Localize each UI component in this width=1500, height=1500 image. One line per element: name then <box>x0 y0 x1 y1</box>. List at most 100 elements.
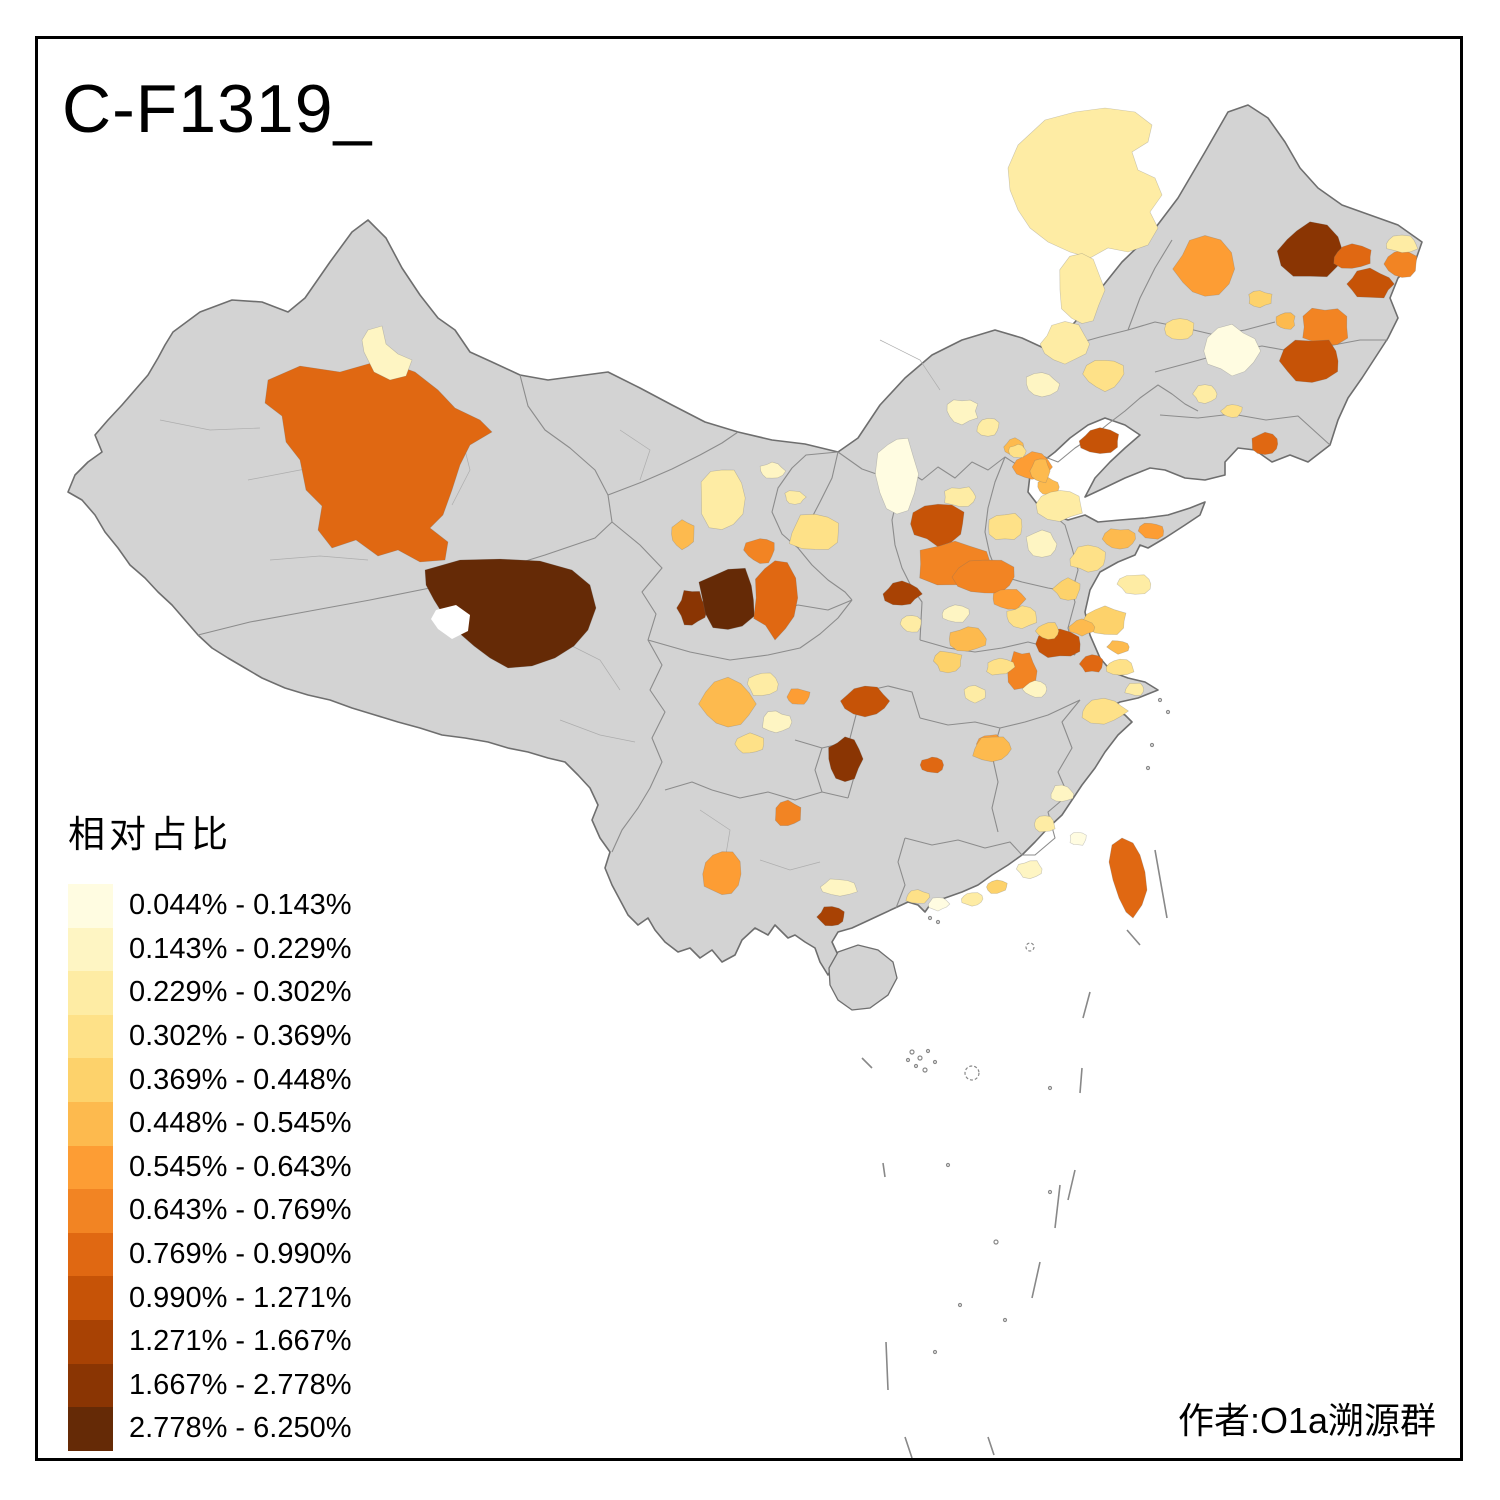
island-atoll <box>1025 942 1035 952</box>
map-region-patch <box>1069 544 1106 573</box>
prefecture-border <box>269 555 369 561</box>
province-border <box>1022 794 1069 856</box>
province-border <box>1159 413 1331 446</box>
legend-swatch <box>68 1014 113 1059</box>
island-speck <box>905 1057 911 1063</box>
map-region-patch <box>1034 815 1056 833</box>
province-border <box>664 781 713 791</box>
legend-range-label: 0.643% - 0.769% <box>129 1194 352 1227</box>
map-region-patch <box>1034 622 1060 640</box>
map-region-patch <box>905 889 931 904</box>
map-region-patch <box>1039 321 1090 365</box>
map-region-patch <box>1251 431 1279 455</box>
map-region-patch <box>1203 323 1262 377</box>
sea-boundary-dash <box>1154 849 1168 919</box>
map-region-patch <box>820 878 858 897</box>
prefecture-border <box>759 859 821 871</box>
island-speck <box>1047 1085 1053 1091</box>
page-title: C-F1319_ <box>62 71 373 147</box>
map-region-patch <box>1078 427 1119 454</box>
map-region-patch <box>1026 372 1061 398</box>
map-region-patch <box>1278 339 1339 383</box>
legend-item: 0.302% - 0.369% <box>68 1014 352 1059</box>
legend-range-label: 0.302% - 0.369% <box>129 1020 352 1053</box>
map-region-patch <box>1059 253 1106 324</box>
sea-boundary-dash <box>861 1057 873 1069</box>
island-speck <box>1157 697 1163 703</box>
map-region-patch <box>1068 618 1096 637</box>
legend-item: 0.643% - 0.769% <box>68 1189 351 1233</box>
map-region-patch <box>1008 443 1027 458</box>
map-region-patch <box>762 710 793 734</box>
map-region-patch <box>1302 307 1349 346</box>
sea-boundary-dash <box>1079 1067 1083 1094</box>
map-region-patch <box>986 657 1016 676</box>
map-region-patch <box>1116 574 1152 595</box>
map-region-patch <box>816 906 845 927</box>
map-region-patch <box>1035 490 1083 522</box>
legend-swatch <box>68 1407 113 1451</box>
legend-item: 0.990% - 1.271% <box>68 1276 351 1320</box>
legend-item: 0.044% - 0.143% <box>68 884 351 928</box>
lake <box>431 605 470 639</box>
region-taiwan <box>1108 837 1148 919</box>
island-atoll <box>964 1065 980 1081</box>
legend-swatch <box>68 1189 113 1233</box>
island-speck <box>1047 1189 1053 1195</box>
prefecture-border <box>699 809 731 861</box>
map-region-patch <box>828 736 864 783</box>
province-border <box>814 747 823 793</box>
map-region-patch <box>1385 234 1419 253</box>
map-region-patch <box>882 580 923 606</box>
sea-boundary-dash <box>904 1436 913 1459</box>
legend-swatch <box>68 927 113 972</box>
prefecture-border <box>619 429 651 481</box>
map-region-patch <box>1164 318 1195 340</box>
map-region-patch <box>961 892 984 907</box>
island-speck <box>1165 709 1171 715</box>
legend-range-label: 0.448% - 0.545% <box>129 1107 352 1140</box>
region-urumqi <box>361 325 413 381</box>
map-region-patch <box>944 486 977 507</box>
map-region-patch <box>700 469 746 530</box>
island-speck <box>917 1055 923 1061</box>
province-border <box>984 456 1006 576</box>
legend-item: 1.667% - 2.778% <box>68 1363 352 1408</box>
map-region-patch <box>1275 312 1296 330</box>
prefecture-border <box>559 719 636 743</box>
island-speck <box>957 1302 963 1308</box>
island-speck <box>1145 765 1151 771</box>
map-region-patch <box>946 399 979 426</box>
legend-swatch <box>68 1232 113 1277</box>
legend-range-label: 1.667% - 2.778% <box>129 1368 352 1401</box>
legend-swatch <box>68 1319 113 1364</box>
legend-item: 0.229% - 0.302% <box>68 971 351 1015</box>
legend-item: 0.143% - 0.229% <box>68 927 351 972</box>
map-region-patch <box>671 519 695 551</box>
legend-range-label: 2.778% - 6.250% <box>129 1412 352 1445</box>
map-region-patch <box>1025 529 1058 558</box>
map-region-patch <box>1015 860 1043 880</box>
map-region-patch <box>976 418 1000 437</box>
legend-swatch <box>68 1145 113 1190</box>
legend-item: 0.448% - 0.545% <box>68 1101 352 1146</box>
map-region-patch <box>1105 658 1135 676</box>
map-region-patch <box>1082 360 1125 392</box>
legend-range-label: 0.545% - 0.643% <box>129 1150 352 1183</box>
island-speck <box>927 915 933 921</box>
map-region-patch <box>949 626 987 652</box>
island-speck <box>932 1059 938 1065</box>
legend: 相对占比 0.044% - 0.143% 0.143% - 0.229% 0.229… <box>68 804 351 1451</box>
map-region-patch <box>702 851 742 895</box>
sea-boundary-dash <box>1067 1169 1076 1201</box>
map-region-patch <box>1069 831 1087 846</box>
sea-boundary-dash <box>987 1436 995 1456</box>
map-region-patch <box>1137 522 1164 540</box>
sea-boundary-dash <box>885 1341 889 1391</box>
legend-item: 2.778% - 6.250% <box>68 1407 351 1451</box>
region-south-xinjiang <box>264 359 493 563</box>
map-region-patch <box>784 490 807 505</box>
map-region-patch <box>1172 235 1235 297</box>
map-region-patch <box>1078 654 1104 673</box>
